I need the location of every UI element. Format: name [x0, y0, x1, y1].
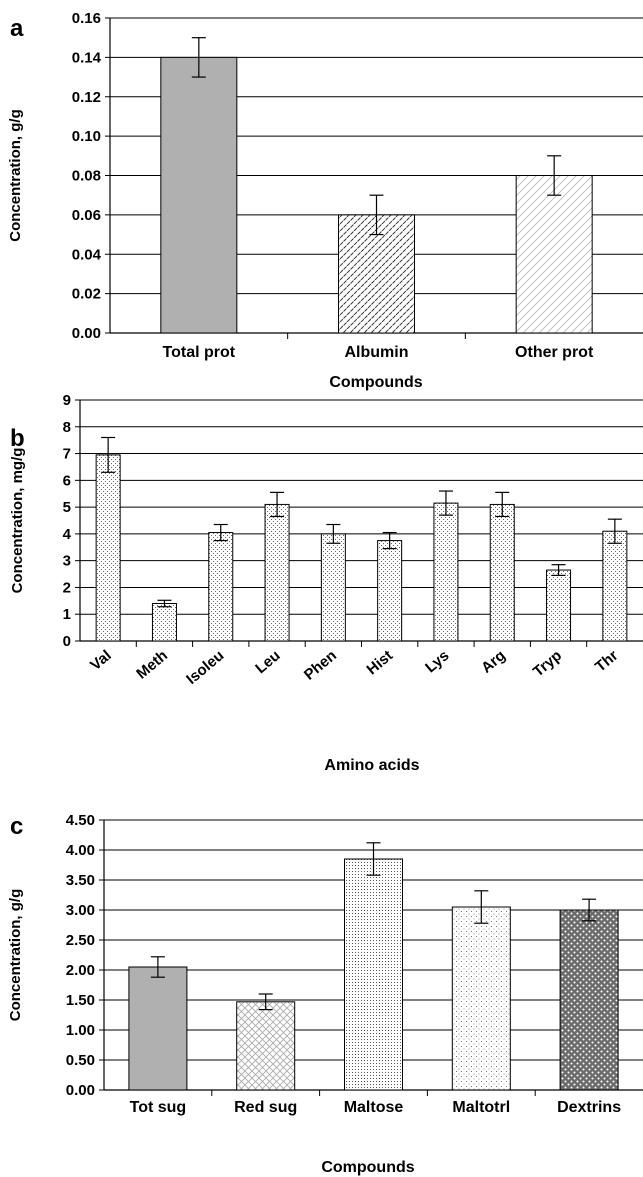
bar-val	[95, 454, 121, 642]
bar-arg	[489, 503, 515, 642]
y-tick-label: 0.06	[72, 207, 101, 224]
y-tick-label: 7	[63, 446, 71, 463]
x-tick-label: Other prot	[515, 344, 594, 361]
y-tick-label: 3	[63, 553, 71, 570]
y-tick-label: 5	[63, 499, 71, 516]
x-tick-label: Tryp	[530, 647, 565, 680]
bar-leu	[264, 503, 290, 642]
bar-lys	[433, 502, 459, 642]
y-tick-label: 1.00	[66, 1022, 95, 1039]
x-tick-label: Red sug	[234, 1099, 297, 1116]
y-tick-label: 0.00	[66, 1082, 95, 1099]
y-tick-label: 4	[63, 526, 72, 543]
x-tick-label: Tot sug	[130, 1099, 187, 1116]
bar-tryp	[546, 569, 572, 642]
y-tick-label: 0.12	[72, 89, 101, 106]
y-tick-label: 0.02	[72, 286, 101, 303]
y-tick-label: 0.16	[72, 10, 101, 27]
panel-label: b	[10, 425, 25, 452]
y-tick-label: 3.00	[66, 902, 95, 919]
x-tick-label: Leu	[252, 647, 283, 677]
x-tick-label: Isoleu	[183, 647, 227, 688]
y-tick-label: 0.50	[66, 1052, 95, 1069]
x-tick-label: Meth	[133, 647, 171, 683]
chart-panel-c: 0.00 0.50 1.00 1.50 2.00 2.50 3.00 3.50 4.00 4.50…	[7, 812, 643, 1176]
y-tick-label: 2.00	[66, 962, 95, 979]
x-axis-title: Compounds	[321, 1159, 414, 1176]
bar-total-prot	[160, 56, 238, 334]
y-tick-label: 2	[63, 579, 71, 596]
y-tick-label: 0.10	[72, 128, 101, 145]
x-tick-label: Arg	[478, 647, 509, 677]
x-tick-label: Val	[87, 647, 115, 674]
panel-label: a	[10, 15, 24, 42]
x-tick-label: Albumin	[345, 344, 409, 361]
y-tick-label: 2.50	[66, 932, 95, 949]
bar-thr	[602, 530, 628, 642]
x-tick-label: Dextrins	[557, 1099, 621, 1116]
bar-isoleu	[208, 532, 234, 642]
panel-label: c	[10, 813, 23, 840]
bar-tot-sug	[128, 966, 188, 1091]
bar-dextrins	[559, 909, 619, 1091]
bar-other-prot	[515, 175, 593, 334]
y-tick-label: 0	[63, 633, 71, 650]
x-axis-title: Compounds	[329, 374, 422, 391]
y-tick-label: 4.00	[66, 842, 95, 859]
chart-panel-b: 0 1 2 3 4 5 6 7 8 9 Val Meth Isoleu Leu Phen Hist Lys Arg…	[9, 392, 643, 774]
chart-panel-a: 0.00 0.02 0.04 0.06 0.08 0.10 0.12 0.14 0.16 Tota…	[7, 10, 643, 391]
y-tick-label: 0.08	[72, 168, 101, 185]
x-tick-label: Hist	[364, 647, 397, 678]
bar-meth	[151, 603, 177, 642]
x-tick-label: Maltotrl	[452, 1099, 510, 1116]
bar-red-sug	[236, 1001, 296, 1091]
x-tick-label: Maltose	[344, 1099, 404, 1116]
y-axis-title: Concentration, g/g	[7, 889, 24, 1022]
x-tick-label: Thr	[592, 647, 622, 676]
y-tick-label: 0.00	[72, 325, 101, 342]
y-tick-label: 4.50	[66, 812, 95, 829]
x-tick-label: Phen	[301, 647, 340, 684]
bar-phen	[320, 533, 346, 642]
y-axis-title: Concentration, g/g	[7, 109, 24, 242]
bar-maltotrl	[451, 906, 511, 1091]
y-tick-label: 1	[63, 606, 71, 623]
y-tick-label: 3.50	[66, 872, 95, 889]
y-tick-label: 6	[63, 472, 71, 489]
y-axis-title: Concentration, mg/g	[9, 448, 26, 594]
x-tick-label: Total prot	[163, 344, 236, 361]
bar-maltose	[344, 858, 403, 1091]
bar-hist	[377, 540, 403, 642]
x-tick-label: Lys	[422, 647, 452, 676]
x-axis-title: Amino acids	[324, 757, 419, 774]
y-tick-label: 0.14	[72, 49, 102, 66]
y-tick-label: 1.50	[66, 992, 95, 1009]
y-tick-label: 0.04	[72, 246, 102, 263]
y-tick-label: 8	[63, 419, 71, 436]
y-tick-label: 9	[63, 392, 71, 409]
